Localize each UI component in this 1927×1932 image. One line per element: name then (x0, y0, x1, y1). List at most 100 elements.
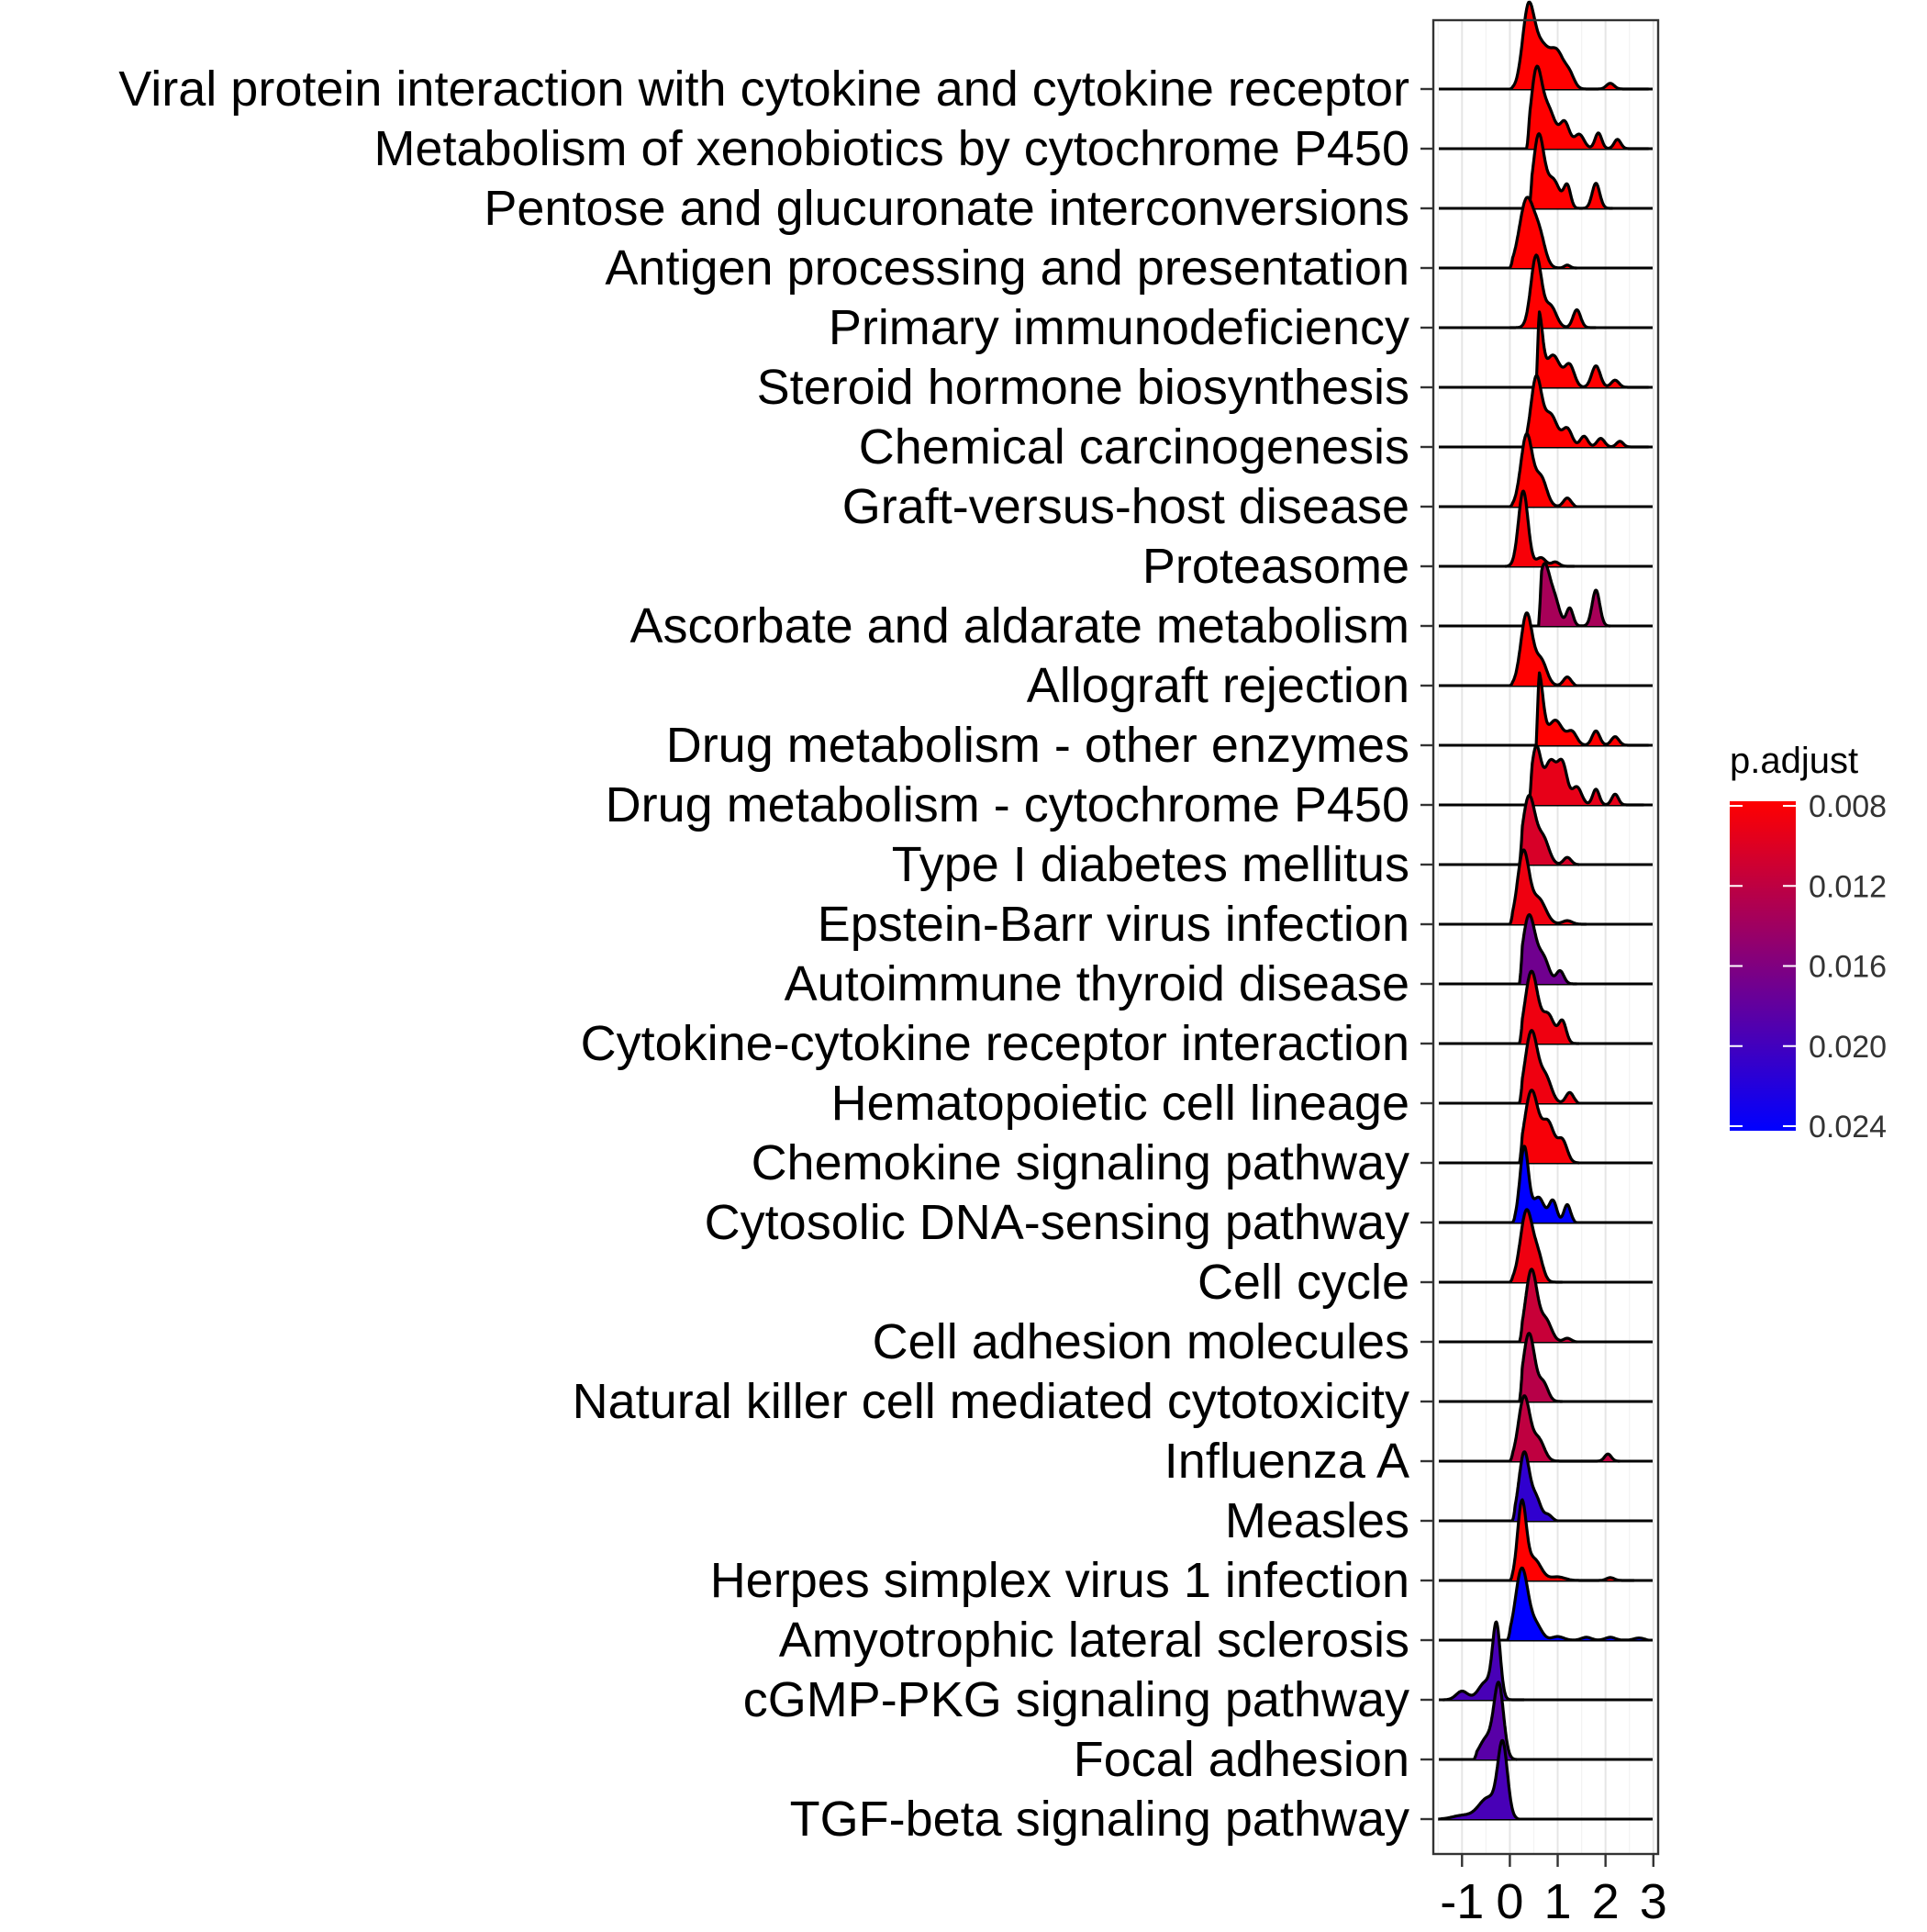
colorbar-tick-label: 0.012 (1809, 869, 1887, 904)
ridge-29 (1437, 1738, 1653, 1821)
category-label: Type I diabetes mellitus (892, 837, 1409, 892)
ridge-outline (1504, 489, 1576, 568)
ridge-outline (1510, 1145, 1578, 1224)
category-label: Chemokine signaling pathway (752, 1135, 1409, 1190)
x-tick-label: 3 (1640, 1874, 1667, 1927)
ridge-fill (1507, 1568, 1649, 1640)
category-label: Steroid hormone biosynthesis (757, 360, 1409, 415)
ridge-20 (1439, 1208, 1653, 1284)
ridge-26 (1439, 1566, 1653, 1642)
ridge-fill (1509, 433, 1577, 507)
ridge-fill (1509, 1395, 1621, 1461)
category-label: Cytosolic DNA-sensing pathway (705, 1195, 1409, 1250)
category-label: Measles (1225, 1493, 1409, 1548)
ridge-fill (1529, 133, 1613, 208)
category-label: Influenza A (1164, 1434, 1409, 1489)
x-tick-label: 2 (1592, 1874, 1620, 1927)
ridge-6 (1439, 374, 1653, 449)
legend-title: p.adjust (1730, 741, 1858, 781)
ridge-10 (1439, 611, 1653, 687)
ridge-23 (1439, 1394, 1653, 1463)
ridge-outline (1525, 64, 1650, 151)
ridge-outline (1534, 310, 1650, 389)
category-label: TGF-beta signaling pathway (790, 1792, 1409, 1847)
ridge-outline (1509, 195, 1578, 270)
category-label: Epstein-Barr virus infection (818, 897, 1409, 952)
ridge-outline (1509, 432, 1578, 508)
ridge-outline (1518, 969, 1581, 1045)
x-tick-label: -1 (1440, 1874, 1484, 1927)
ridge-outline (1506, 1566, 1650, 1642)
ridge-fill (1519, 1268, 1577, 1342)
ridge-fill (1509, 612, 1577, 686)
ridge-layer (1437, 0, 1653, 1821)
ridge-17 (1439, 1029, 1653, 1105)
category-label: Natural killer cell mediated cytotoxicit… (573, 1374, 1409, 1429)
category-label: Pentose and glucuronate interconversions (484, 181, 1409, 236)
ridge-3 (1439, 195, 1653, 270)
ridge-0 (1439, 0, 1653, 91)
category-label: Cytokine-cytokine receptor interaction (581, 1016, 1409, 1071)
ridge-outline (1509, 1394, 1621, 1463)
x-tick-label: 1 (1544, 1874, 1572, 1927)
ridge-5 (1439, 310, 1653, 389)
ridge-7 (1439, 432, 1653, 508)
category-label: Allograft rejection (1027, 658, 1409, 713)
category-label: Graft-versus-host disease (842, 479, 1409, 534)
ridge-outline (1509, 1498, 1635, 1582)
ridge-fill (1512, 1145, 1577, 1223)
category-label: Drug metabolism - other enzymes (666, 718, 1409, 773)
panel-border (1431, 18, 1660, 1856)
category-labels: Viral protein interaction with cytokine … (118, 61, 1433, 1847)
x-axis: -1 0 1 2 3 (1440, 1854, 1667, 1929)
ridge-outline (1518, 1332, 1564, 1403)
category-label: Drug metabolism - cytochrome P450 (606, 777, 1409, 832)
category-label: Cell adhesion molecules (873, 1314, 1409, 1369)
ridge-fill (1519, 1333, 1563, 1402)
ridge-fill (1509, 2, 1649, 89)
ridge-fill (1536, 311, 1649, 387)
category-label: Antigen processing and presentation (605, 240, 1409, 296)
category-label: Metabolism of xenobiotics by cytochrome … (373, 121, 1409, 176)
ridge-15 (1439, 913, 1653, 986)
colorbar-tick-label: 0.008 (1809, 789, 1887, 824)
ridge-16 (1439, 969, 1653, 1045)
ridge-14 (1439, 848, 1653, 926)
category-label: Herpes simplex virus 1 infection (710, 1553, 1409, 1608)
ridge-outline (1522, 374, 1650, 449)
ridge-outline (1518, 1029, 1581, 1105)
colorbar-tick-label: 0.020 (1809, 1030, 1887, 1065)
ridge-fill (1526, 66, 1649, 149)
ridge-outline (1508, 848, 1587, 926)
ridge-outline (1509, 1208, 1564, 1284)
colorbar-tick-label: 0.024 (1809, 1110, 1887, 1145)
ridge-fill (1509, 850, 1587, 924)
ridge-13 (1439, 794, 1653, 866)
ridge-outline (1527, 743, 1645, 807)
ridge-outline (1509, 253, 1598, 329)
ridge-18 (1439, 1089, 1653, 1165)
category-label: Ascorbate and aldarate metabolism (630, 598, 1409, 653)
ridge-outline (1534, 671, 1650, 747)
ridge-fill (1524, 375, 1649, 447)
ridge-outline (1509, 611, 1578, 687)
ridge-outline (1472, 1681, 1519, 1761)
ridge-fill (1505, 491, 1575, 566)
colorbar-tick-label: 0.016 (1809, 950, 1887, 985)
category-label: Focal adhesion (1074, 1732, 1409, 1787)
ridge-28 (1439, 1681, 1653, 1761)
ridge-4 (1439, 253, 1653, 329)
ridge-outline (1442, 1620, 1525, 1702)
ridge-21 (1439, 1268, 1653, 1344)
x-tick-label: 0 (1496, 1874, 1523, 1927)
ridge-9 (1439, 562, 1653, 628)
category-label: Hematopoietic cell lineage (831, 1076, 1409, 1131)
ridge-outline (1518, 913, 1578, 986)
ridge-fill (1529, 745, 1644, 805)
ridge-fill (1519, 1030, 1579, 1103)
ridge-outline (1537, 562, 1611, 628)
category-label: Amyotrophic lateral sclerosis (779, 1613, 1409, 1668)
category-label: Proteasome (1142, 539, 1409, 594)
